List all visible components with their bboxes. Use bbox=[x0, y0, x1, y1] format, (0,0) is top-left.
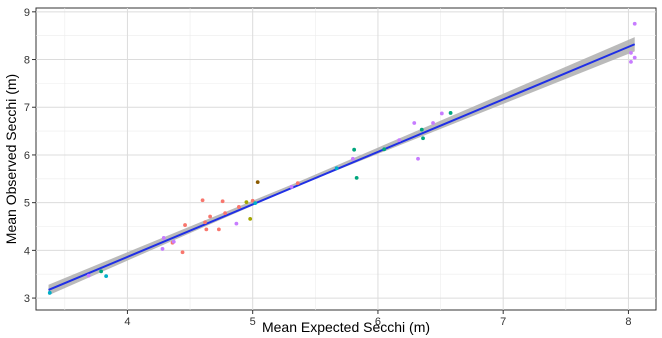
data-point bbox=[431, 121, 435, 125]
data-point bbox=[439, 111, 444, 116]
data-point bbox=[632, 55, 637, 60]
y-tick-label: 9 bbox=[24, 7, 30, 19]
x-axis-title: Mean Expected Secchi (m) bbox=[262, 319, 430, 335]
x-axis-ticks: 4 5 6 7 8 bbox=[124, 310, 632, 328]
data-point bbox=[161, 236, 166, 240]
y-tick-label: 3 bbox=[24, 293, 30, 305]
data-point bbox=[104, 274, 109, 279]
data-point bbox=[216, 227, 221, 232]
data-point bbox=[47, 290, 52, 295]
x-tick-label: 4 bbox=[124, 316, 130, 328]
plot-panel bbox=[35, 7, 657, 311]
data-point bbox=[180, 250, 185, 255]
data-point bbox=[160, 247, 165, 251]
data-point bbox=[397, 138, 402, 143]
regression-line bbox=[48, 43, 636, 291]
y-tick-label: 7 bbox=[24, 102, 30, 114]
data-point bbox=[448, 111, 453, 115]
data-point bbox=[99, 269, 104, 274]
data-point bbox=[629, 60, 633, 64]
data-point bbox=[412, 121, 417, 125]
data-point bbox=[171, 239, 176, 244]
major-gridlines bbox=[36, 8, 656, 310]
y-tick-label: 8 bbox=[24, 55, 30, 67]
y-tick-label: 6 bbox=[24, 150, 30, 162]
data-point bbox=[208, 214, 213, 219]
data-point bbox=[234, 221, 239, 226]
data-point bbox=[204, 227, 209, 232]
x-tick-label: 5 bbox=[250, 316, 256, 328]
points-layer bbox=[47, 21, 637, 295]
data-point bbox=[253, 201, 258, 206]
data-point bbox=[289, 185, 294, 189]
data-point bbox=[382, 147, 387, 152]
data-point bbox=[250, 198, 255, 203]
data-point bbox=[352, 147, 357, 152]
data-point bbox=[629, 50, 633, 55]
data-point bbox=[350, 156, 355, 161]
data-point bbox=[203, 220, 207, 225]
data-point bbox=[632, 21, 637, 26]
data-point bbox=[244, 200, 249, 205]
data-point bbox=[200, 198, 205, 203]
data-point bbox=[223, 211, 228, 216]
data-point bbox=[220, 199, 225, 204]
data-point bbox=[334, 166, 339, 171]
fit-line-layer bbox=[48, 43, 636, 291]
y-axis-title: Mean Observed Secchi (m) bbox=[3, 74, 19, 244]
data-point bbox=[419, 127, 424, 132]
x-tick-label: 8 bbox=[625, 316, 631, 328]
data-point bbox=[421, 136, 425, 141]
data-point bbox=[86, 273, 91, 278]
data-point bbox=[237, 205, 241, 209]
y-tick-label: 4 bbox=[24, 245, 30, 257]
data-point bbox=[416, 156, 420, 161]
x-tick-label: 6 bbox=[375, 316, 381, 328]
x-tick-label: 7 bbox=[500, 316, 506, 328]
data-point bbox=[354, 175, 359, 180]
data-point bbox=[255, 180, 260, 185]
data-point bbox=[295, 181, 300, 185]
data-point bbox=[248, 216, 253, 221]
data-point bbox=[183, 223, 187, 227]
y-axis-ticks: 3 4 5 6 7 8 9 bbox=[24, 7, 36, 305]
y-tick-label: 5 bbox=[24, 198, 30, 210]
